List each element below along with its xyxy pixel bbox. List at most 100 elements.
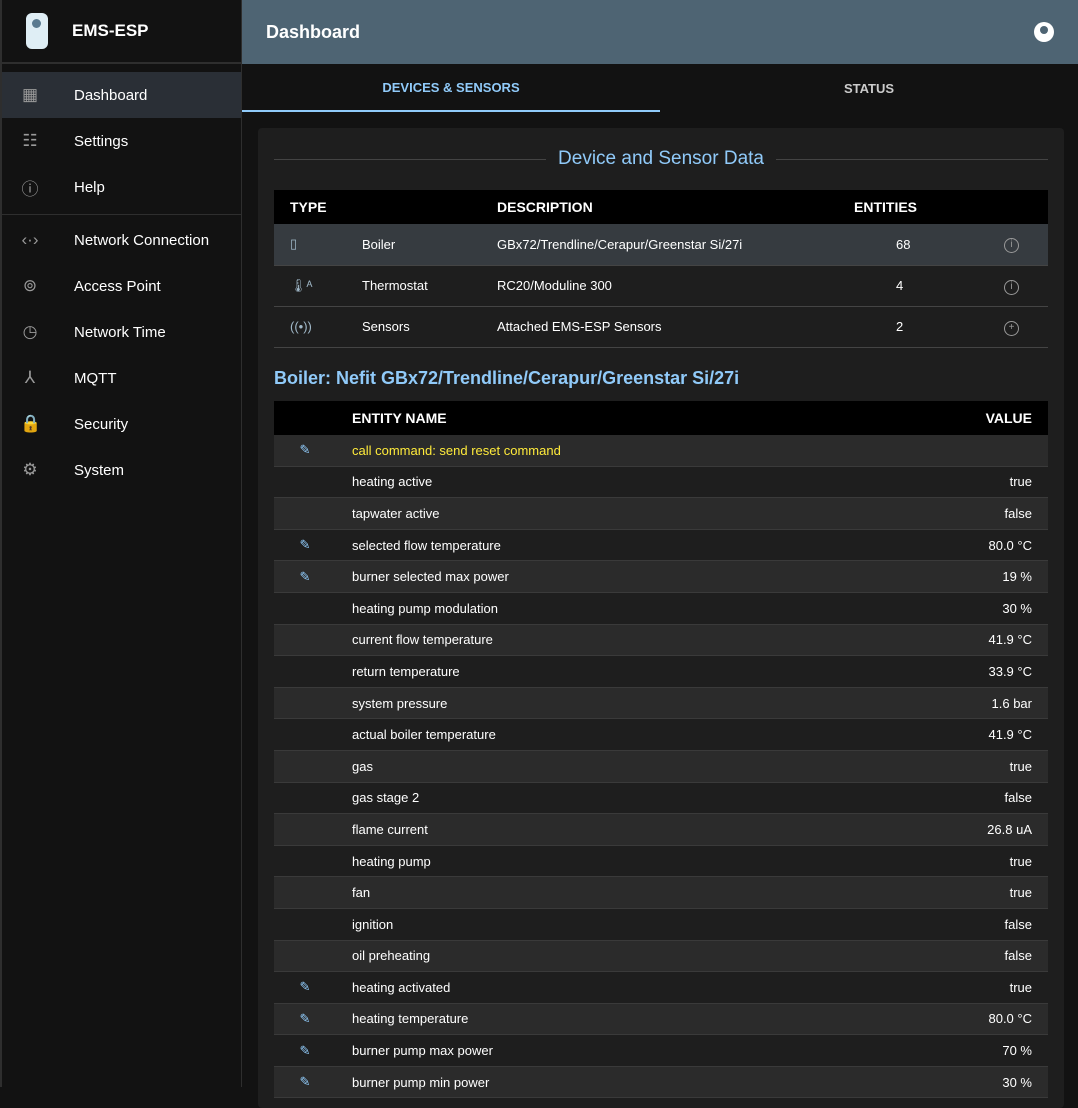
- sidebar-item-mqtt[interactable]: ⅄ MQTT: [2, 355, 241, 401]
- tab-status[interactable]: STATUS: [843, 80, 895, 96]
- device-type: Thermostat: [346, 265, 481, 307]
- brand: EMS-ESP: [2, 0, 241, 64]
- entity-name: gas: [336, 750, 874, 783]
- devices-title: Device and Sensor Data: [558, 148, 764, 169]
- entities-table: ENTITY NAME VALUE ✎ call command: send res…: [274, 400, 1048, 1099]
- sidebar-item-settings[interactable]: ☷ Settings: [2, 118, 241, 164]
- entity-row: current flow temperature 41.9 °C: [274, 624, 1048, 657]
- account-icon[interactable]: [1034, 22, 1054, 42]
- entity-name: ignition: [336, 908, 874, 941]
- sidebar-item-network-connection[interactable]: ‹·› Network Connection: [2, 217, 241, 263]
- device-row[interactable]: ▯ Boiler GBx72/Trendline/Cerapur/Greenstar…: [274, 224, 1048, 266]
- entity-row: heating pump true: [274, 845, 1048, 878]
- entity-value: true: [873, 845, 1048, 878]
- device-description: RC20/Moduline 300: [481, 265, 838, 307]
- edit-icon[interactable]: ✎: [299, 1010, 311, 1026]
- entity-row: oil preheating false: [274, 940, 1048, 973]
- sidebar-item-label: MQTT: [74, 369, 117, 387]
- sidebar-item-label: System: [74, 461, 125, 479]
- sidebar-item-system[interactable]: ⚙ System: [2, 447, 241, 493]
- entity-row: return temperature 33.9 °C: [274, 655, 1048, 688]
- edit-icon[interactable]: ✎: [299, 1074, 311, 1090]
- edit-icon[interactable]: ✎: [299, 979, 311, 995]
- entity-value: 70 %: [873, 1034, 1048, 1067]
- device-type: Boiler: [346, 224, 481, 266]
- entity-name: actual boiler temperature: [336, 718, 874, 751]
- entity-name: return temperature: [336, 655, 874, 688]
- entity-row[interactable]: ✎ burner pump max power 70 %: [274, 1034, 1048, 1067]
- app-title: EMS-ESP: [72, 21, 149, 40]
- device-hub-icon: ⅄: [24, 368, 36, 387]
- entity-name: call command: send reset command: [336, 434, 874, 467]
- col-entity-name: ENTITY NAME: [336, 400, 874, 435]
- boiler-title: Boiler: Nefit GBx72/Trendline/Cerapur/Gr…: [274, 367, 740, 388]
- gear-icon: ⚙: [22, 460, 38, 479]
- col-type: TYPE: [274, 190, 346, 224]
- entity-row: system pressure 1.6 bar: [274, 687, 1048, 720]
- edit-icon[interactable]: ✎: [299, 442, 311, 458]
- entity-value: 80.0 °C: [873, 1003, 1048, 1036]
- entity-value: true: [873, 750, 1048, 783]
- entity-row[interactable]: ✎ burner pump min power 30 %: [274, 1066, 1048, 1099]
- sidebar-item-security[interactable]: 🔒 Security: [2, 401, 241, 447]
- add-icon[interactable]: +: [1004, 320, 1019, 336]
- entity-row: ignition false: [274, 908, 1048, 941]
- col-entities: ENTITIES: [838, 190, 988, 224]
- entity-name: heating activated: [336, 971, 874, 1004]
- devices-table: TYPE DESCRIPTION ENTITIES ▯ Boiler GBx72/Tre…: [274, 190, 1048, 348]
- entity-name: oil preheating: [336, 940, 874, 973]
- edit-icon[interactable]: ✎: [299, 568, 311, 584]
- entity-row[interactable]: ✎ selected flow temperature 80.0 °C: [274, 529, 1048, 562]
- entity-value: true: [873, 466, 1048, 499]
- info-icon: ⓘ: [21, 179, 39, 199]
- info-icon[interactable]: i: [1004, 238, 1019, 254]
- tabs: DEVICES & SENSORS STATUS: [242, 64, 1078, 112]
- entity-row: heating pump modulation 30 %: [274, 592, 1048, 625]
- entity-value: 41.9 °C: [873, 718, 1048, 751]
- settings-ethernet-icon: ‹·›: [21, 230, 39, 249]
- entity-name: burner pump min power: [336, 1066, 874, 1099]
- entity-value: 1.6 bar: [873, 687, 1048, 720]
- sidebar-item-dashboard[interactable]: ▦ Dashboard: [2, 72, 241, 118]
- col-value: VALUE: [873, 400, 1048, 435]
- device-entities: 2: [838, 306, 988, 348]
- boiler-logo-icon: [26, 13, 48, 49]
- entity-row: gas stage 2 false: [274, 782, 1048, 815]
- entity-name: heating pump modulation: [336, 592, 874, 625]
- entity-row[interactable]: ✎ heating temperature 80.0 °C: [274, 1003, 1048, 1036]
- content-card: Device and Sensor Data TYPE DESCRIPTION EN…: [258, 128, 1064, 1108]
- device-entities: 68: [838, 224, 988, 266]
- device-row[interactable]: 🌡ᴬ Thermostat RC20/Moduline 300 4 i: [274, 265, 1048, 307]
- entity-row: heating active true: [274, 466, 1048, 499]
- sidebar-item-help[interactable]: ⓘ Help: [2, 164, 241, 210]
- entity-value: 30 %: [873, 592, 1048, 625]
- sidebar-item-label: Network Connection: [74, 231, 210, 249]
- entity-value: 30 %: [873, 1066, 1048, 1099]
- entity-row: gas true: [274, 750, 1048, 783]
- entity-value: false: [873, 497, 1048, 530]
- entity-row[interactable]: ✎ call command: send reset command: [274, 434, 1048, 467]
- info-icon[interactable]: i: [1004, 279, 1019, 295]
- entity-value: 26.8 uA: [873, 813, 1048, 846]
- sidebar-item-network-time[interactable]: ◷ Network Time: [2, 309, 241, 355]
- entity-value: false: [873, 782, 1048, 815]
- sidebar-item-access-point[interactable]: ⊚ Access Point: [2, 263, 241, 309]
- device-row[interactable]: ((•)) Sensors Attached EMS-ESP Sensors 2 +: [274, 306, 1048, 348]
- entity-row: flame current 26.8 uA: [274, 813, 1048, 846]
- entity-name: burner selected max power: [336, 560, 874, 593]
- entity-name: current flow temperature: [336, 624, 874, 657]
- sidebar-item-label: Dashboard: [74, 86, 148, 104]
- tab-devices-sensors[interactable]: DEVICES & SENSORS: [242, 64, 660, 112]
- divider: [2, 214, 241, 215]
- sidebar-item-label: Access Point: [74, 277, 161, 295]
- entity-row[interactable]: ✎ burner selected max power 19 %: [274, 560, 1048, 593]
- entity-row[interactable]: ✎ heating activated true: [274, 971, 1048, 1004]
- entity-row: fan true: [274, 876, 1048, 909]
- entity-name: heating pump: [336, 845, 874, 878]
- thermostat-icon: 🌡ᴬ: [274, 265, 346, 307]
- entity-value: 80.0 °C: [873, 529, 1048, 562]
- entity-value: 33.9 °C: [873, 655, 1048, 688]
- edit-icon[interactable]: ✎: [299, 1042, 311, 1058]
- edit-icon[interactable]: ✎: [299, 537, 311, 553]
- device-description: GBx72/Trendline/Cerapur/Greenstar Si/27i: [481, 224, 838, 266]
